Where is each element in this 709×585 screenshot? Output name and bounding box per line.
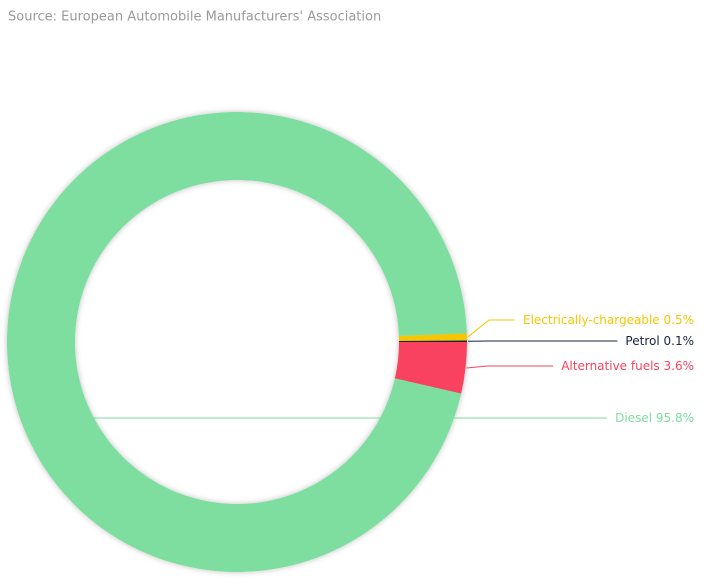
source: Source: European Automobile Manufacturer…	[8, 10, 381, 25]
slice	[6, 111, 467, 572]
slice-label: Diesel 95.8%	[615, 411, 694, 425]
category-name: Petrol	[625, 334, 659, 348]
category-name: Electrically-chargeable	[523, 313, 660, 327]
category-name: Alternative fuels	[561, 359, 659, 373]
slice	[398, 333, 467, 341]
slice	[398, 340, 467, 342]
value-label: 3.6%	[664, 359, 695, 373]
slice-label: Petrol 0.1%	[625, 334, 694, 348]
slice-label: Alternative fuels 3.6%	[561, 359, 694, 373]
slice	[394, 342, 467, 394]
leader-line	[467, 319, 515, 338]
category-name: Diesel	[615, 411, 652, 425]
value-label: 0.5%	[664, 313, 695, 327]
value-label: 95.8%	[656, 411, 694, 425]
slice-label: Electrically-chargeable 0.5%	[523, 313, 694, 327]
leader-line	[466, 365, 554, 369]
leader-line	[8, 320, 608, 419]
value-label: 0.1%	[664, 334, 695, 348]
